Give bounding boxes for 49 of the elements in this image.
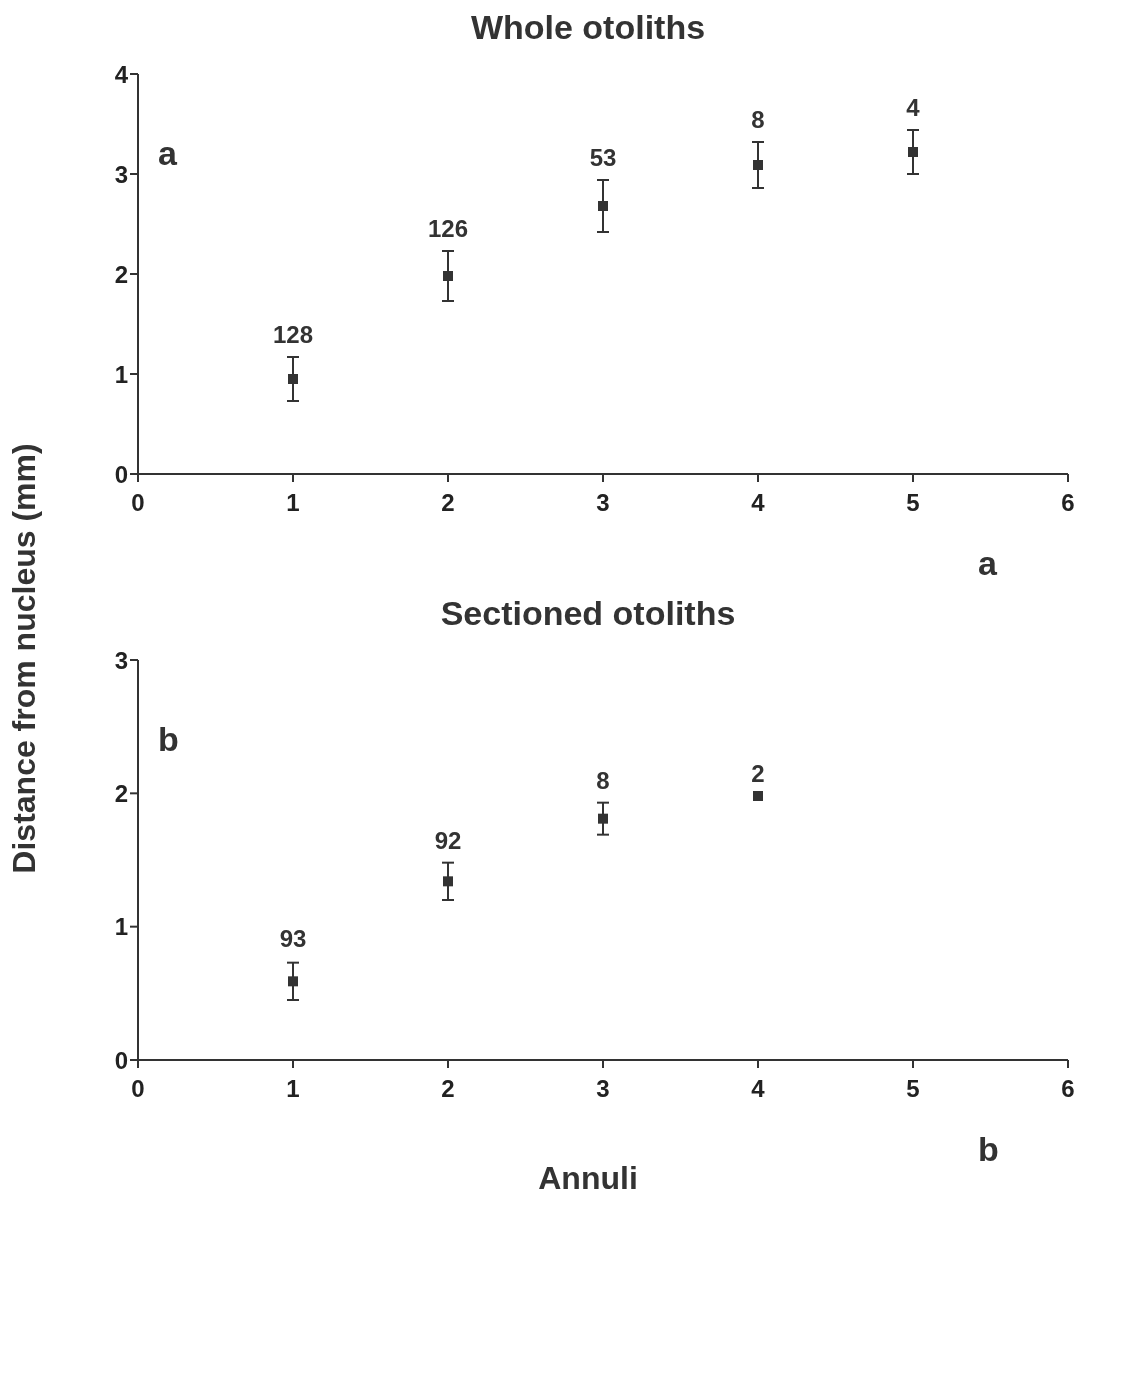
x-tick-label: 2	[441, 489, 455, 517]
point	[908, 147, 918, 157]
x-tick-label: 0	[131, 489, 145, 517]
x-axis-title: Annuli	[538, 1160, 638, 1196]
y-tick-label: 4	[114, 60, 129, 88]
x-tick-label: 6	[1061, 489, 1075, 517]
x-tick-label: 0	[131, 1075, 145, 1103]
x-tick-label: 5	[906, 489, 920, 517]
point	[598, 201, 608, 211]
annotation: 92	[434, 826, 462, 854]
annotation: b	[158, 720, 179, 759]
x-tick-label: 3	[596, 1075, 610, 1103]
y-axis-title: Distance from nucleus (mm)	[7, 442, 43, 874]
annotation: a	[158, 134, 177, 173]
x-tick-label: 1	[286, 1075, 300, 1103]
y-tick-label: 1	[114, 913, 128, 941]
annotation: 8	[596, 766, 610, 794]
text: b	[978, 1130, 999, 1169]
chart-title: Whole otoliths	[469, 8, 707, 48]
annotation: 2	[751, 760, 765, 787]
annotation: 4	[906, 94, 921, 121]
x-tick-label: 3	[596, 489, 610, 517]
y-tick-label: 0	[114, 1046, 128, 1074]
y-tick-label: 2	[114, 779, 128, 807]
x-tick-label: 1	[286, 489, 300, 517]
x-tick-label: 4	[751, 1075, 766, 1103]
point	[753, 791, 763, 801]
y-tick-label: 2	[114, 260, 128, 288]
point	[598, 813, 608, 824]
annotation: 53	[589, 144, 617, 171]
y-tick-label: 3	[114, 646, 128, 674]
text: a	[978, 544, 997, 583]
point	[443, 271, 453, 281]
annotation: 128	[272, 321, 314, 348]
y-tick-label: 0	[114, 460, 128, 488]
x-tick-label: 4	[751, 489, 766, 517]
chart-title: Sectioned otoliths	[440, 594, 736, 632]
point	[288, 976, 298, 987]
annotation: 93	[279, 925, 307, 953]
y-tick-label: 1	[114, 360, 128, 388]
x-tick-label: 2	[441, 1075, 455, 1103]
annotation: 126	[427, 215, 469, 242]
point	[753, 160, 763, 170]
y-tick-label: 3	[114, 160, 128, 188]
annotation: 8	[751, 106, 765, 133]
point	[443, 876, 453, 887]
x-tick-label: 6	[1061, 1075, 1075, 1103]
point	[288, 374, 298, 384]
x-tick-label: 5	[906, 1075, 920, 1103]
